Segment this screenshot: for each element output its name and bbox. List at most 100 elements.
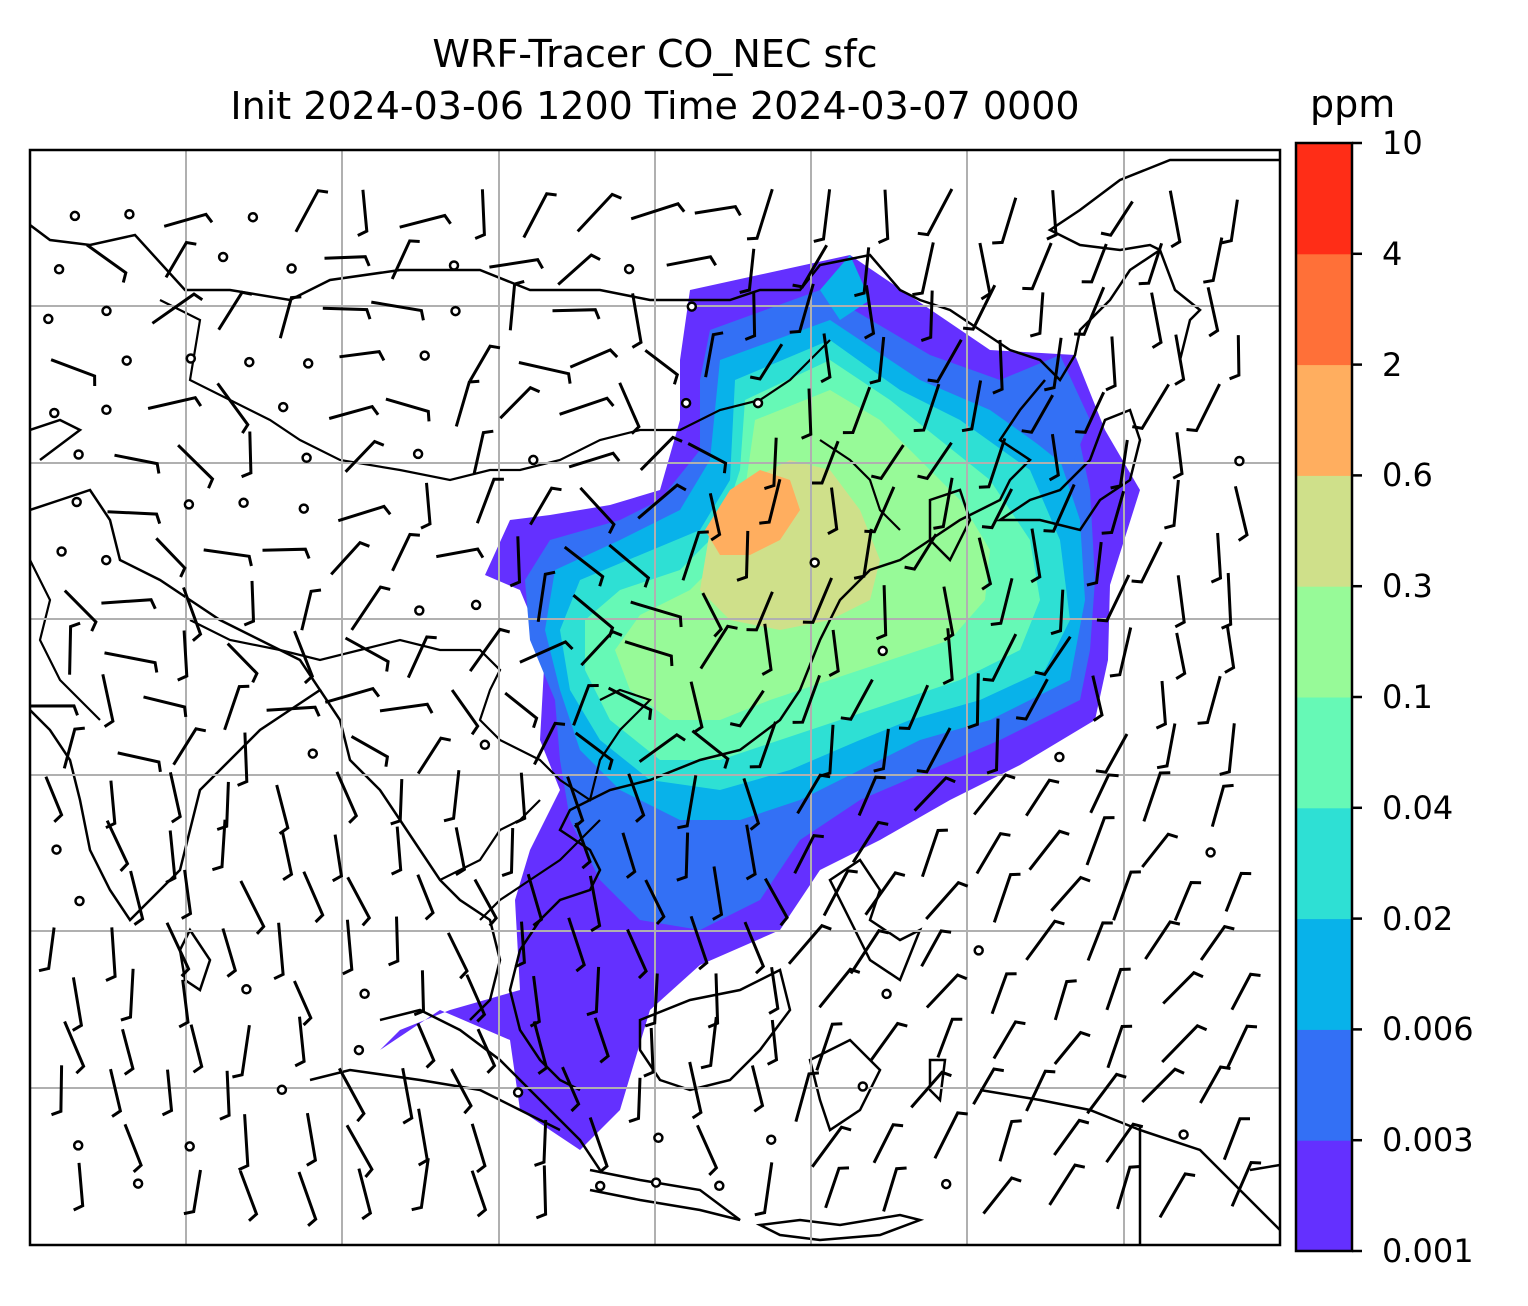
wind-barb (300, 588, 322, 631)
wind-barb (143, 695, 188, 718)
wind-barb (165, 830, 177, 884)
wind-barb (417, 1108, 429, 1167)
calm-wind-marker (857, 1081, 869, 1092)
wind-barb (639, 435, 683, 471)
calm-wind-marker (101, 404, 112, 416)
calm-wind-marker (752, 397, 764, 409)
wind-barb (920, 828, 948, 878)
wind-barb (1186, 383, 1221, 433)
wind-barb (677, 775, 698, 830)
wind-barb (561, 1066, 581, 1113)
wind-barb (379, 702, 434, 714)
wind-barb (526, 873, 544, 927)
wind-barb (749, 721, 777, 769)
wind-barb (925, 973, 968, 1009)
wind-barb (223, 684, 250, 731)
wind-barb (165, 922, 191, 978)
wind-barb (992, 1020, 1026, 1060)
wind-barb (992, 872, 1021, 923)
wind-barb (416, 874, 435, 921)
wind-barb (522, 192, 557, 239)
wind-barb (563, 545, 605, 587)
wind-barb (101, 673, 115, 728)
wind-barb (978, 242, 992, 301)
wind-barb (1168, 190, 1182, 249)
wind-barb (828, 629, 840, 678)
wind-barb (1199, 1065, 1231, 1104)
wind-barb (499, 385, 541, 420)
colorbar (1294, 141, 1362, 1253)
wind-barb (1015, 678, 1049, 721)
wind-barb (1086, 921, 1113, 962)
colorbar-tick-label: 0.001 (1382, 1232, 1474, 1270)
wind-barb (1174, 575, 1186, 629)
calm-wind-marker (124, 208, 135, 220)
wind-barb (446, 932, 469, 980)
wind-barb (357, 189, 369, 237)
colorbar-segment (1296, 253, 1352, 366)
wind-barb (305, 1112, 318, 1167)
calm-wind-marker (51, 844, 62, 855)
colorbar-tick-label: 0.02 (1382, 899, 1454, 938)
wind-barb (1150, 292, 1163, 349)
colorbar-segment (1296, 1140, 1352, 1252)
wind-barb (168, 771, 182, 824)
wind-barb (350, 735, 390, 767)
wind-barb (1138, 242, 1164, 286)
wind-barb (927, 338, 963, 384)
wind-barb (1075, 391, 1106, 434)
wind-barb (63, 1020, 86, 1075)
wind-barb (1095, 733, 1129, 774)
wind-barb (519, 640, 574, 664)
wind-barb (1206, 286, 1220, 338)
calm-wind-marker (301, 452, 312, 464)
wind-barb (350, 585, 391, 631)
colorbar-segment (1296, 918, 1352, 1030)
wind-barb (536, 570, 556, 623)
wind-barb (388, 916, 400, 967)
calm-wind-marker (101, 305, 112, 317)
wind-barb (273, 922, 285, 981)
wind-barb (337, 1067, 366, 1123)
wind-barb (406, 635, 437, 679)
wind-barb (789, 283, 815, 334)
wind-barb (371, 300, 425, 321)
wind-barb (1048, 1163, 1086, 1206)
wind-barb (44, 776, 64, 823)
wind-barb (1210, 532, 1223, 584)
wind-barb (853, 528, 873, 580)
calm-wind-marker (247, 211, 259, 223)
calm-wind-marker (809, 557, 820, 568)
wind-barb (71, 977, 84, 1032)
wind-barb (155, 537, 187, 578)
calm-wind-marker (470, 599, 482, 611)
wind-barb (576, 192, 622, 233)
calm-wind-marker (353, 1044, 365, 1056)
calm-wind-marker (241, 984, 252, 995)
wind-barb (385, 397, 431, 422)
calm-wind-marker (594, 1180, 606, 1192)
wind-barb (337, 504, 392, 523)
wind-barb (345, 1124, 374, 1178)
wind-barb (1050, 875, 1091, 912)
wind-barb (842, 386, 872, 435)
wind-barb (1220, 572, 1233, 630)
wind-barb (294, 1016, 306, 1068)
calm-wind-marker (623, 263, 635, 275)
wind-barb (864, 486, 896, 534)
wind-barb (699, 624, 738, 670)
wind-barb (644, 349, 680, 385)
wind-barb (687, 442, 728, 474)
colorbar-segment (1296, 697, 1352, 809)
wind-barb (882, 1166, 907, 1212)
wind-barb (1112, 870, 1141, 921)
colorbar-segment (1296, 475, 1352, 587)
wind-barb (696, 1124, 719, 1176)
wind-barb (933, 477, 954, 530)
wind-barb (1116, 1165, 1141, 1210)
calm-wind-marker (183, 499, 195, 510)
wind-barb (105, 819, 130, 872)
calm-wind-marker (686, 301, 698, 312)
wind-barb (567, 917, 586, 973)
calm-wind-marker (277, 401, 289, 413)
